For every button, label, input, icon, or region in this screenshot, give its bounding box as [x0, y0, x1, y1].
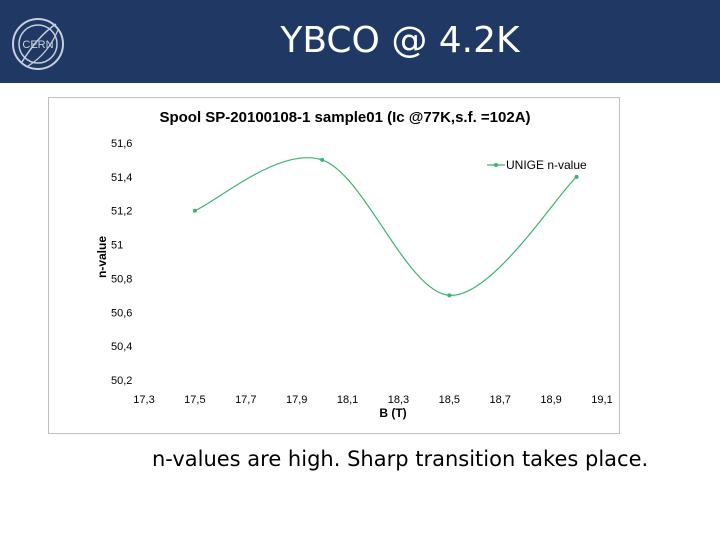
- chart-frame: Spool SP-20100108-1 sample01 (Ic @77K,s.…: [48, 97, 620, 434]
- title-bar: CERN YBCO @ 4.2K: [0, 0, 720, 83]
- y-axis-label: n-value: [95, 236, 109, 278]
- data-point: [447, 293, 452, 298]
- x-tick-label: 18,3: [388, 394, 409, 406]
- x-tick-label: 18,9: [540, 394, 561, 406]
- x-tick-label: 19,1: [591, 394, 612, 406]
- x-tick-label: 17,3: [133, 394, 154, 406]
- y-tick-label: 50,8: [111, 273, 132, 285]
- chart-title: Spool SP-20100108-1 sample01 (Ic @77K,s.…: [159, 109, 530, 126]
- x-tick-label: 18,1: [337, 394, 358, 406]
- data-point: [192, 208, 197, 213]
- logo-text: CERN: [22, 39, 53, 51]
- data-point: [320, 157, 325, 162]
- y-tick-label: 51,6: [111, 138, 132, 150]
- y-tick-label: 51,4: [111, 172, 132, 184]
- legend-marker: [494, 163, 498, 167]
- x-tick-label: 17,7: [235, 394, 256, 406]
- x-tick-label: 18,7: [490, 394, 511, 406]
- x-axis-label: B (T): [379, 406, 406, 420]
- cern-logo: CERN: [12, 18, 64, 70]
- slide-title: YBCO @ 4.2K: [280, 20, 520, 61]
- x-tick-label: 17,5: [184, 394, 205, 406]
- y-tick-label: 50,2: [111, 375, 132, 387]
- y-tick-label: 50,4: [111, 341, 132, 353]
- y-tick-label: 51,2: [111, 206, 132, 218]
- y-tick-label: 51: [111, 240, 123, 252]
- line-chart: Spool SP-20100108-1 sample01 (Ic @77K,s.…: [95, 109, 613, 420]
- series-line: [194, 157, 577, 296]
- legend-label: UNIGE n-value: [506, 158, 587, 172]
- x-tick-label: 17,9: [286, 394, 307, 406]
- y-tick-label: 50,6: [111, 307, 132, 319]
- x-tick-label: 18,5: [439, 394, 460, 406]
- data-point: [574, 174, 579, 179]
- caption-text: n-values are high. Sharp transition take…: [152, 447, 649, 471]
